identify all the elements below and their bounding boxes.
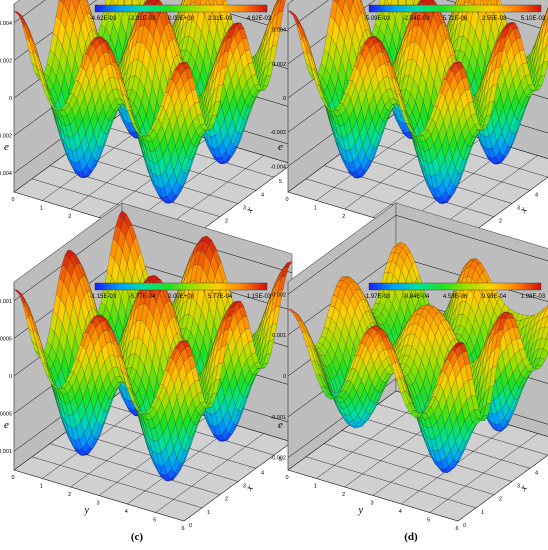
panel-label: (c) [131, 531, 144, 543]
colorbar-tick-label: 2.31E-03 [208, 16, 233, 22]
y-tick-label: 4 [125, 509, 128, 515]
z-tick-label: 0 [283, 96, 286, 102]
z-tick-label: -0.0005 [0, 412, 12, 418]
z-axis-label: e [278, 141, 283, 153]
z-tick-label: 0.004 [272, 28, 286, 34]
z-gridline [287, 0, 329, 30]
surface-cell [138, 0, 142, 6]
y-tick-label: 6 [181, 526, 184, 532]
x-tick-label: 2 [225, 219, 228, 225]
colorbar-tick-label: -2.31E-03 [129, 16, 156, 22]
x-tick-label: 3 [243, 484, 246, 490]
surface-mesh [13, 210, 293, 482]
y-tick-label: 0 [285, 197, 288, 203]
surface-mesh [13, 0, 286, 204]
colorbar-tick-label: 5.72E-06 [443, 16, 468, 22]
z-tick-label: 0 [9, 374, 12, 380]
y-tick-label: 1 [40, 484, 43, 490]
y-tick-label: 1 [40, 206, 43, 212]
colorbar-tick-label: -2.54E-03 [403, 16, 430, 22]
x-tick-label: 5 [279, 179, 282, 185]
colorbar-tick-label: 0.00E+00 [168, 16, 195, 22]
x-tick-label: 2 [225, 497, 228, 503]
x-tick-label: 4 [261, 192, 264, 198]
surface-cell [352, 0, 355, 3]
chart-panel-a: 0.0040.0020-0.002-0.00401234560123456yxe… [0, 0, 300, 265]
y-tick-label: 0 [11, 197, 14, 203]
x-axis-label: x [243, 205, 255, 216]
z-tick-label: 0.004 [0, 21, 12, 27]
colorbar-tick-label: -5.77E-04 [129, 294, 156, 300]
surface-mesh [287, 242, 548, 473]
surface-cell [179, 340, 188, 343]
colorbar-tick-label: 5.77E-04 [208, 294, 233, 300]
x-tick-label: 1 [207, 510, 210, 516]
x-axis-label: x [517, 205, 529, 216]
z-tick-label: 0 [9, 96, 12, 102]
colorbar-tick-label: 5.10E-03 [521, 16, 546, 22]
y-tick-label: 3 [96, 501, 99, 507]
z-tick-label: 0.001 [272, 333, 286, 339]
z-tick-label: -0.001 [270, 415, 286, 421]
x-tick-label: 3 [517, 206, 520, 212]
y-tick-label: 2 [342, 214, 345, 220]
colorbar-tick-label: 4.62E-03 [247, 16, 272, 22]
z-tick-label: -0.002 [0, 134, 12, 140]
y-tick-label: 0 [11, 475, 14, 481]
y-tick-label: 2 [68, 214, 71, 220]
z-tick-label: 0 [283, 374, 286, 380]
floor-gridline [183, 441, 293, 522]
x-tick-label: 4 [261, 470, 264, 476]
z-tick-label: -0.002 [270, 456, 286, 462]
z-gridline [287, 215, 548, 295]
colorbar-tick-label: 2.55E-03 [482, 16, 507, 22]
colorbar [94, 4, 268, 13]
x-tick-label: 3 [243, 206, 246, 212]
z-axis-label: e [4, 141, 9, 153]
y-axis-label: y [84, 505, 90, 516]
colorbar-tick-label: -4.62E-03 [90, 16, 117, 22]
y-tick-label: 5 [153, 518, 156, 524]
colorbar-tick-label: 1.15E-03 [247, 294, 272, 300]
x-axis-label: x [243, 483, 255, 494]
surface-cell [179, 61, 188, 64]
z-tick-label: -0.004 [270, 164, 286, 170]
z-gridline [287, 0, 548, 65]
z-tick-label: 0.0005 [0, 336, 12, 342]
z-gridline [13, 0, 293, 61]
surface-cell [78, 0, 81, 3]
colorbar-tick-label: 0.00E+00 [168, 294, 195, 300]
chart-panel-c: 0.0010.00050-0.0005-0.00101234560123456y… [0, 202, 300, 543]
surface-cell [453, 61, 462, 64]
z-tick-label: 0.002 [272, 292, 286, 298]
z-tick-label: -0.004 [0, 171, 12, 177]
surface-cell [412, 0, 416, 6]
colorbar [368, 4, 542, 13]
z-tick-label: -0.001 [0, 449, 12, 455]
floor-gridline [457, 454, 548, 522]
x-tick-label: 5 [279, 457, 282, 463]
z-tick-label: 0.002 [272, 62, 286, 68]
z-tick-label: -0.002 [270, 130, 286, 136]
x-tick-label: 4 [535, 192, 538, 198]
colorbar-tick-label: -5.09E-03 [364, 16, 391, 22]
z-tick-label: 0.001 [0, 299, 12, 305]
x-tick-label: 2 [499, 219, 502, 225]
surface-mesh [287, 0, 548, 204]
chart-panel-b: 0.0040.0020-0.002-0.00401234560123456yxe… [270, 0, 548, 265]
x-tick-label: 0 [189, 523, 192, 529]
chart-panel-d: 0.0020.0010-0.001-0.00201234560123456yxe… [270, 202, 548, 543]
y-tick-label: 1 [314, 206, 317, 212]
z-axis-label: e [4, 419, 9, 431]
z-tick-label: 0.002 [0, 58, 12, 64]
colorbar-tick-label: -1.15E-03 [90, 294, 117, 300]
colorbar [94, 282, 268, 291]
y-tick-label: 2 [68, 492, 71, 498]
